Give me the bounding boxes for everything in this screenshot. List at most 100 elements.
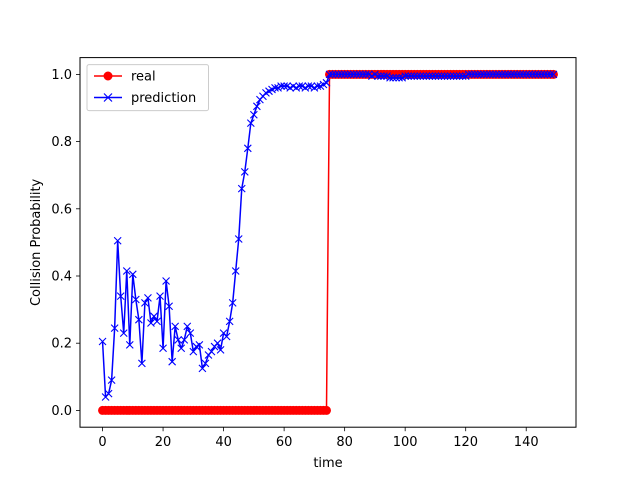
data-point-prediction <box>377 72 385 80</box>
data-point-prediction <box>162 277 170 285</box>
data-point-prediction <box>252 102 261 111</box>
data-point-prediction <box>525 70 534 79</box>
data-point-prediction <box>234 235 243 243</box>
data-point-prediction <box>419 72 428 80</box>
data-point-prediction <box>473 70 482 79</box>
x-tick-label: 80 <box>336 435 353 450</box>
data-point-prediction <box>165 302 174 311</box>
data-point-prediction <box>231 267 240 275</box>
data-point-prediction <box>501 70 509 79</box>
data-point-prediction <box>428 72 437 80</box>
data-point-prediction <box>147 319 155 327</box>
data-point-prediction <box>540 70 549 79</box>
data-point-prediction <box>122 267 131 275</box>
data-point-prediction <box>246 119 255 128</box>
data-point-prediction <box>507 70 515 79</box>
data-point-prediction <box>113 236 122 245</box>
data-point-prediction <box>522 70 531 79</box>
data-point-prediction <box>425 72 434 80</box>
data-point-prediction <box>119 329 128 338</box>
axes-layer <box>79 57 577 428</box>
data-point-prediction <box>543 70 552 79</box>
data-point-prediction <box>386 73 394 82</box>
y-axis-ticks: 0.0 0.2 0.4 0.6 0.8 1.0 <box>51 68 80 419</box>
data-point-prediction <box>243 144 252 153</box>
y-axis-label: Collision Probability <box>29 178 44 306</box>
y-tick-label: 0.2 <box>51 337 72 352</box>
data-point-prediction <box>476 70 485 79</box>
series-prediction <box>98 70 558 401</box>
data-point-prediction <box>434 72 443 80</box>
data-point-prediction <box>295 82 304 91</box>
data-point-prediction <box>443 72 452 80</box>
data-point-prediction <box>486 70 494 79</box>
data-point-prediction <box>171 322 180 331</box>
data-point-prediction <box>358 70 367 79</box>
data-point-prediction <box>137 359 146 368</box>
data-point-prediction <box>374 72 382 80</box>
data-point-prediction <box>334 70 343 79</box>
data-point-prediction <box>516 70 525 79</box>
y-tick-label: 1.0 <box>51 68 72 83</box>
data-point-prediction <box>455 72 464 80</box>
data-point-prediction <box>467 70 476 79</box>
data-point-prediction <box>495 70 503 79</box>
data-point-prediction <box>440 72 449 80</box>
data-point-prediction <box>534 70 543 79</box>
x-tick-label: 120 <box>453 435 478 450</box>
data-point-prediction <box>343 70 352 79</box>
data-point-prediction <box>513 70 522 79</box>
data-point-prediction <box>537 70 546 79</box>
data-point-prediction <box>110 324 119 332</box>
data-point-prediction <box>337 70 346 79</box>
data-point-prediction <box>416 72 425 80</box>
data-point-prediction <box>458 72 467 80</box>
data-point-prediction <box>280 82 289 91</box>
data-point-prediction <box>401 72 410 80</box>
x-axis-label: time <box>313 456 342 471</box>
data-point-prediction <box>141 298 149 307</box>
data-point-prediction <box>482 70 491 79</box>
plot-frame <box>79 57 577 428</box>
legend-label-prediction: prediction <box>131 91 196 106</box>
data-point-prediction <box>177 344 186 353</box>
y-tick-label: 0.6 <box>51 202 72 217</box>
data-point-prediction <box>355 70 364 79</box>
data-point-prediction <box>237 184 246 193</box>
data-point-prediction <box>328 70 337 79</box>
data-point-prediction <box>519 70 528 79</box>
data-point-prediction <box>153 317 161 326</box>
data-point-prediction <box>504 70 512 79</box>
legend-label-real: real <box>131 70 156 85</box>
data-point-prediction <box>271 83 279 92</box>
data-point-prediction <box>150 312 158 321</box>
data-point-prediction <box>216 346 225 354</box>
data-point-prediction <box>195 340 204 349</box>
data-point-prediction <box>446 72 455 80</box>
data-point-prediction <box>322 78 331 87</box>
y-tick-label: 0.4 <box>51 270 72 285</box>
x-tick-label: 20 <box>155 435 172 450</box>
data-point-prediction <box>159 344 167 353</box>
data-point-prediction <box>277 82 285 91</box>
data-point-prediction <box>131 295 140 304</box>
data-point-prediction <box>352 70 361 79</box>
data-point-prediction <box>531 70 540 79</box>
data-point-prediction <box>180 335 189 344</box>
data-point-prediction <box>201 359 210 368</box>
data-point-prediction <box>198 364 207 373</box>
data-point-prediction <box>168 357 177 366</box>
data-point-prediction <box>422 72 431 80</box>
data-point-prediction <box>437 72 446 80</box>
data-point-prediction <box>128 270 137 279</box>
data-point-prediction <box>464 70 473 79</box>
legend: real prediction <box>86 64 209 112</box>
data-point-prediction <box>189 347 198 356</box>
data-point-prediction <box>389 73 397 82</box>
data-point-prediction <box>186 329 195 338</box>
data-point-prediction <box>340 70 349 79</box>
data-point-prediction <box>413 72 422 80</box>
data-point-prediction <box>144 293 152 302</box>
data-point-prediction <box>407 72 416 80</box>
